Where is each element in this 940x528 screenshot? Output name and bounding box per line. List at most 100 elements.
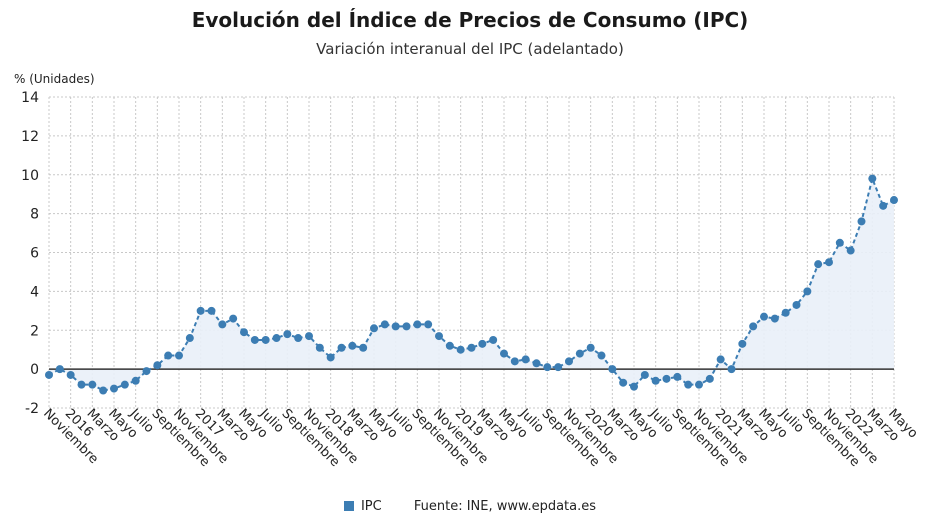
data-point — [695, 380, 703, 389]
data-point — [640, 370, 649, 379]
data-point — [738, 339, 747, 348]
data-point — [413, 320, 422, 329]
data-point — [868, 174, 877, 183]
data-point — [781, 308, 790, 317]
data-point — [77, 380, 86, 389]
data-point — [99, 386, 108, 395]
data-point — [705, 374, 714, 383]
data-point — [586, 343, 595, 352]
data-point — [240, 328, 248, 337]
data-point — [489, 335, 498, 344]
data-point — [846, 246, 855, 255]
data-point — [272, 334, 281, 343]
source-note: Fuente: INE, www.epdata.es — [413, 499, 597, 514]
data-point — [294, 334, 303, 343]
data-point — [315, 343, 324, 352]
legend: IPC Fuente: INE, www.epdata.es — [0, 499, 940, 514]
data-point — [88, 380, 97, 389]
area-fill — [49, 178, 894, 391]
data-point — [261, 335, 270, 344]
data-point — [283, 330, 292, 339]
y-tick-label: 14 — [21, 90, 39, 106]
data-point — [554, 363, 563, 372]
data-point — [164, 351, 173, 360]
chart-subtitle: Variación interanual del IPC (adelantado… — [316, 40, 624, 58]
y-tick-label: 8 — [30, 207, 39, 223]
data-point — [45, 370, 53, 379]
data-point — [250, 335, 259, 344]
data-point — [662, 374, 671, 383]
data-point — [543, 363, 552, 372]
legend-swatch — [343, 501, 354, 511]
data-point — [337, 343, 346, 352]
data-point — [684, 380, 693, 389]
data-point — [879, 201, 888, 210]
data-point — [478, 339, 487, 348]
data-point — [825, 258, 833, 267]
data-point — [575, 349, 584, 358]
data-point — [218, 320, 227, 329]
data-point — [380, 320, 389, 329]
y-tick-label: 4 — [30, 284, 39, 300]
data-point — [120, 380, 129, 389]
data-point — [814, 260, 823, 269]
data-point — [727, 365, 736, 374]
data-point — [326, 353, 335, 362]
y-tick-label: 10 — [21, 168, 39, 184]
y-axis-ticks: -2 0 2 4 6 8 10 12 14 — [21, 90, 39, 417]
data-point — [359, 343, 368, 352]
legend-series-name: IPC — [360, 499, 382, 514]
data-point — [391, 322, 400, 331]
data-point — [510, 357, 519, 366]
data-point — [792, 300, 801, 309]
data-point — [673, 372, 682, 381]
data-point — [435, 332, 443, 341]
data-point — [66, 370, 75, 379]
y-tick-label: -2 — [25, 401, 39, 417]
data-point — [803, 287, 812, 296]
data-point — [835, 238, 844, 247]
data-point — [456, 345, 465, 354]
data-point — [619, 378, 628, 387]
data-point — [305, 332, 313, 341]
data-point — [630, 382, 638, 391]
data-point — [196, 306, 205, 315]
data-point — [175, 351, 183, 360]
y-tick-label: 6 — [30, 246, 39, 262]
area-path — [49, 178, 894, 391]
chart-title: Evolución del Índice de Precios de Consu… — [191, 8, 749, 32]
grid-lines — [48, 96, 895, 409]
data-point — [131, 376, 140, 385]
data-point — [142, 367, 151, 376]
data-point — [110, 384, 118, 393]
x-axis-ticks: Noviembre2016MarzoMayoJulioSeptiembreNov… — [40, 406, 920, 470]
y-tick-label: 12 — [21, 129, 39, 145]
data-point — [857, 217, 866, 226]
data-point — [153, 361, 162, 370]
data-point — [749, 322, 758, 331]
data-point — [370, 324, 378, 333]
data-point — [424, 320, 433, 329]
data-point — [651, 376, 660, 385]
data-point — [229, 314, 238, 323]
data-points — [45, 174, 898, 395]
y-tick-label: 0 — [30, 362, 39, 378]
data-point — [770, 314, 779, 323]
data-point — [55, 365, 64, 374]
data-point — [185, 334, 194, 343]
data-point — [565, 357, 573, 366]
data-point — [608, 365, 617, 374]
y-axis-label: % (Unidades) — [14, 72, 95, 86]
data-point — [402, 322, 411, 331]
data-point — [760, 312, 768, 321]
data-point — [532, 359, 541, 368]
data-point — [348, 341, 357, 350]
data-point — [500, 349, 508, 358]
data-point — [716, 355, 725, 364]
data-point — [597, 351, 606, 360]
data-point — [467, 343, 476, 352]
data-point — [207, 306, 216, 315]
data-point — [890, 196, 898, 205]
data-point — [521, 355, 530, 364]
